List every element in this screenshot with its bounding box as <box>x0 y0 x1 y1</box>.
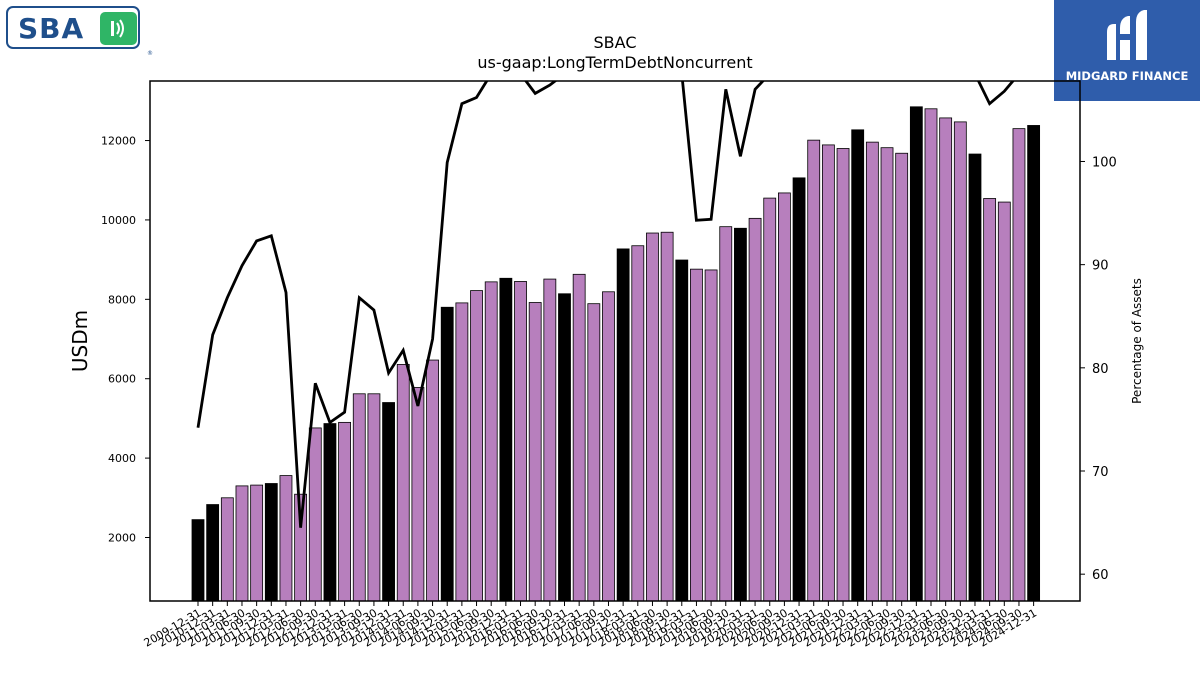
bar <box>660 231 674 602</box>
bar <box>865 141 879 602</box>
bar <box>470 290 483 602</box>
midgard-logo-text: MIDGARD FINANCE <box>1065 69 1189 83</box>
bar <box>587 303 601 602</box>
bar <box>675 259 689 602</box>
y-tick-label: 6000 <box>108 373 136 386</box>
bar <box>499 277 513 602</box>
bar <box>646 232 659 602</box>
signal-icon <box>100 12 137 45</box>
y-axis: 2000 4000 6000 8000 10000 12000 <box>101 135 150 544</box>
bar <box>880 147 894 602</box>
y2-tick-label: 90 <box>1092 259 1109 274</box>
bar <box>616 248 630 602</box>
sba-logo-text: SBA <box>18 12 85 45</box>
bar <box>352 393 366 602</box>
midgard-m-icon <box>1107 10 1147 60</box>
bar <box>895 152 909 602</box>
bar <box>528 302 542 602</box>
bar <box>836 148 850 602</box>
bar <box>382 402 395 602</box>
bar <box>235 485 249 602</box>
bar <box>308 427 322 602</box>
bar <box>602 291 615 602</box>
bar <box>778 192 791 602</box>
bar <box>206 504 220 602</box>
bar <box>396 364 410 602</box>
bar <box>572 273 586 602</box>
x-axis: 2009-12-312010-12-312011-03-312011-06-30… <box>142 601 1039 650</box>
bar <box>690 268 703 602</box>
bar <box>250 484 264 602</box>
bar <box>939 117 953 602</box>
bar <box>426 359 439 602</box>
bar <box>719 226 733 602</box>
y-tick-label: 12000 <box>101 135 136 148</box>
bar <box>558 293 571 602</box>
y2-axis: 60 70 80 90 100 <box>1080 155 1117 583</box>
bar <box>704 269 718 602</box>
chart-subtitle: us-gaap:LongTermDebtNoncurrent <box>477 53 752 72</box>
bar <box>484 281 498 602</box>
bar <box>997 201 1011 602</box>
line-layer <box>196 81 1015 528</box>
bar <box>367 393 381 602</box>
bar <box>748 217 762 602</box>
bar <box>279 475 293 602</box>
y2-axis-label: Percentage of Assets <box>1130 278 1144 404</box>
y2-tick-label: 100 <box>1092 155 1117 170</box>
bar <box>807 139 821 602</box>
bar <box>514 281 527 602</box>
bar <box>821 144 835 602</box>
bar <box>455 302 469 602</box>
y-tick-label: 8000 <box>108 293 136 306</box>
bar <box>792 177 806 602</box>
bar <box>543 278 557 602</box>
bar <box>924 108 938 602</box>
sba-logo: SBA ® <box>6 6 153 57</box>
bar <box>411 387 425 602</box>
registered-mark: ® <box>147 50 153 57</box>
bar <box>191 519 205 602</box>
plot-frame <box>149 80 1081 602</box>
bar-group <box>191 106 1041 602</box>
bar <box>338 421 352 602</box>
bar <box>983 198 997 602</box>
bar <box>1012 128 1026 602</box>
bar <box>851 129 865 602</box>
bar <box>734 227 747 602</box>
y2-tick-label: 60 <box>1092 568 1109 583</box>
bar <box>763 197 777 602</box>
bar <box>1027 125 1041 602</box>
midgard-logo: MIDGARD FINANCE <box>1054 0 1200 101</box>
y2-tick-label: 80 <box>1092 362 1109 377</box>
percentage-line <box>196 81 1015 528</box>
y2-tick-label: 70 <box>1092 465 1109 480</box>
y-axis-label: USDm <box>68 310 92 372</box>
bar <box>909 106 923 602</box>
bar <box>323 423 337 602</box>
bar <box>953 121 967 602</box>
y-tick-label: 10000 <box>101 214 136 227</box>
bar <box>220 497 234 602</box>
bar <box>631 245 645 602</box>
bar <box>968 153 982 602</box>
bar <box>264 483 278 602</box>
bar <box>440 306 454 602</box>
chart-title: SBAC <box>594 33 637 52</box>
y-tick-label: 2000 <box>108 531 136 544</box>
y-tick-label: 4000 <box>108 452 136 465</box>
